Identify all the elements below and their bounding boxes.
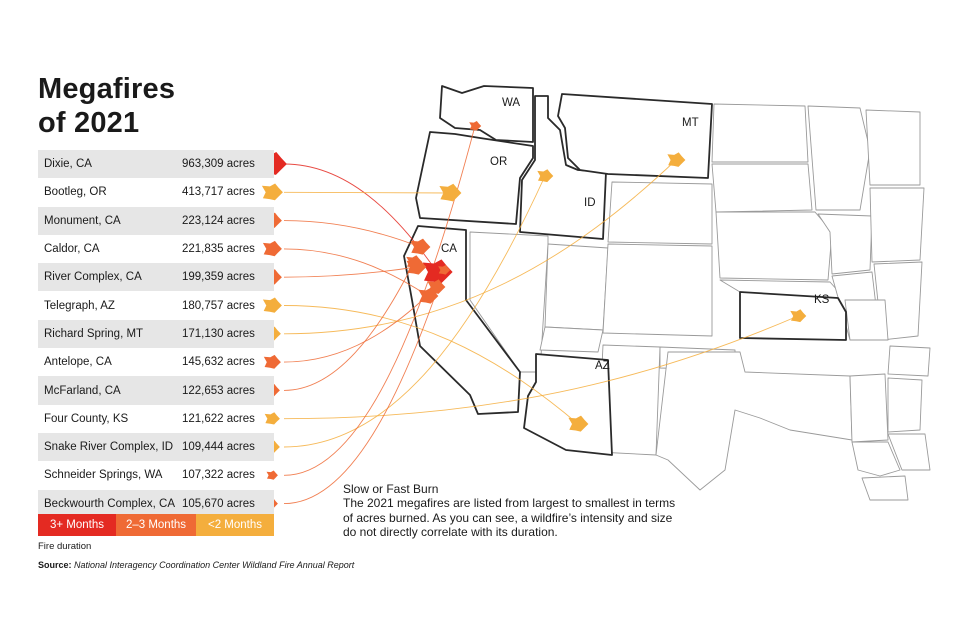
- fire-acres: 145,632 acres: [182, 356, 255, 369]
- fire-row: Beckwourth Complex, CA 105,670 acres: [38, 489, 274, 518]
- fire-acres: 199,359 acres: [182, 271, 255, 284]
- map-fire-shape: [438, 265, 451, 275]
- source-label: Source:: [38, 560, 72, 570]
- table-fire-icon: [266, 470, 278, 480]
- fire-acres: 122,653 acres: [182, 384, 255, 397]
- label-mt: MT: [682, 117, 699, 129]
- title-line-2: of 2021: [38, 107, 140, 139]
- fire-row: Schneider Springs, WA 107,322 acres: [38, 461, 274, 489]
- duration-legend: 3+ Months 2–3 Months <2 Months: [38, 514, 274, 536]
- state-mt: [557, 93, 713, 179]
- table-fire-icon: [263, 354, 281, 369]
- fire-acres: 223,124 acres: [182, 214, 255, 227]
- map-fire-shape: [469, 121, 482, 131]
- fire-table: Dixie, CA 963,309 acres Bootleg, OR 413,717…: [38, 150, 274, 518]
- fire-name: Antelope, CA: [44, 356, 112, 369]
- state-or: [415, 131, 534, 225]
- fire-row: Antelope, CA 145,632 acres: [38, 348, 274, 376]
- fire-name: McFarland, CA: [44, 384, 121, 397]
- fire-row: Snake River Complex, ID 109,444 acres: [38, 432, 274, 462]
- connector-line: [283, 315, 799, 420]
- fire-row: Monument, CA 223,124 acres: [38, 206, 274, 235]
- label-ca: CA: [441, 243, 457, 255]
- fire-row: Telegraph, AZ 180,757 acres: [38, 291, 274, 319]
- note-heading: Slow or Fast Burn: [343, 482, 439, 496]
- fire-acres: 221,835 acres: [182, 243, 255, 256]
- label-ks: KS: [814, 294, 830, 306]
- fire-name: Four County, KS: [44, 412, 129, 425]
- map-fire-shape: [410, 238, 431, 255]
- connector-line: [283, 220, 421, 248]
- source-text: National Interagency Coordination Center…: [74, 560, 355, 570]
- fire-row: Caldor, CA 221,835 acres: [38, 235, 274, 263]
- fire-acres: 107,322 acres: [182, 469, 255, 482]
- map-fire-shape: [537, 169, 554, 183]
- legend-item: 2–3 Months: [116, 514, 196, 536]
- fire-acres: 121,622 acres: [182, 412, 255, 425]
- fire-row: Dixie, CA 963,309 acres: [38, 150, 274, 179]
- connector-line: [283, 266, 417, 278]
- fire-row: Richard Spring, MT 171,130 acres: [38, 319, 274, 349]
- map-fire-shape: [667, 152, 686, 167]
- note-body: The 2021 megafires are listed from large…: [343, 496, 676, 539]
- fire-acres: 963,309 acres: [182, 158, 255, 171]
- legend-item: <2 Months: [196, 514, 274, 536]
- table-fire-icon: [262, 240, 282, 257]
- fire-acres: 180,757 acres: [182, 299, 255, 312]
- background-states: [469, 103, 931, 501]
- fire-row: McFarland, CA 122,653 acres: [38, 376, 274, 405]
- connector-line: [283, 159, 677, 335]
- connector-line: [283, 125, 476, 476]
- table-fire-icon: [262, 297, 282, 313]
- fire-name: Schneider Springs, WA: [44, 469, 163, 482]
- title: Megafires of 2021: [38, 72, 175, 140]
- title-line-1: Megafires: [38, 73, 176, 105]
- fire-row: River Complex, CA 199,359 acres: [38, 263, 274, 292]
- connector-line: [283, 305, 579, 425]
- fire-name: Dixie, CA: [44, 158, 92, 171]
- fire-row: Bootleg, OR 413,717 acres: [38, 178, 274, 206]
- label-id: ID: [584, 197, 596, 209]
- label-or: OR: [490, 156, 507, 168]
- state-labels: WA OR ID MT CA AZ KS: [441, 97, 830, 372]
- fire-row: Four County, KS 121,622 acres: [38, 405, 274, 433]
- connector-line: [283, 261, 415, 391]
- connector-line: [283, 175, 546, 448]
- fire-acres: 413,717 acres: [182, 186, 255, 199]
- state-ks: [739, 291, 847, 341]
- map-fire-shape: [406, 255, 423, 269]
- map-fire-shape: [427, 279, 446, 294]
- map-fire-shapes: [406, 121, 807, 432]
- source: Source: National Interagency Coordinatio…: [38, 560, 354, 570]
- fire-name: River Complex, CA: [44, 271, 142, 284]
- fire-name: Beckwourth Complex, CA: [44, 497, 176, 510]
- fire-name: Snake River Complex, ID: [44, 441, 174, 454]
- fire-name: Telegraph, AZ: [44, 299, 115, 312]
- map-fire-shape: [790, 309, 807, 323]
- connector-line: [283, 191, 451, 194]
- fire-name: Monument, CA: [44, 214, 121, 227]
- fire-acres: 105,670 acres: [182, 497, 255, 510]
- legend-item: 3+ Months: [38, 514, 116, 536]
- connector-lines: [283, 125, 799, 505]
- fire-acres: 171,130 acres: [182, 327, 255, 340]
- state-wa: [439, 85, 534, 143]
- connector-line: [283, 248, 429, 297]
- legend-caption: Fire duration: [38, 541, 92, 552]
- table-fire-icon: [264, 412, 280, 425]
- map-fire-shape: [568, 415, 589, 432]
- label-wa: WA: [502, 97, 520, 109]
- fire-name: Richard Spring, MT: [44, 327, 144, 340]
- state-az: [523, 353, 613, 456]
- label-az: AZ: [595, 360, 610, 372]
- map-fire-shape: [439, 183, 462, 202]
- connector-line: [283, 269, 445, 505]
- fire-name: Bootleg, OR: [44, 186, 107, 199]
- fire-name: Caldor, CA: [44, 243, 100, 256]
- fire-acres: 109,444 acres: [182, 441, 255, 454]
- table-fire-icon: [261, 183, 283, 201]
